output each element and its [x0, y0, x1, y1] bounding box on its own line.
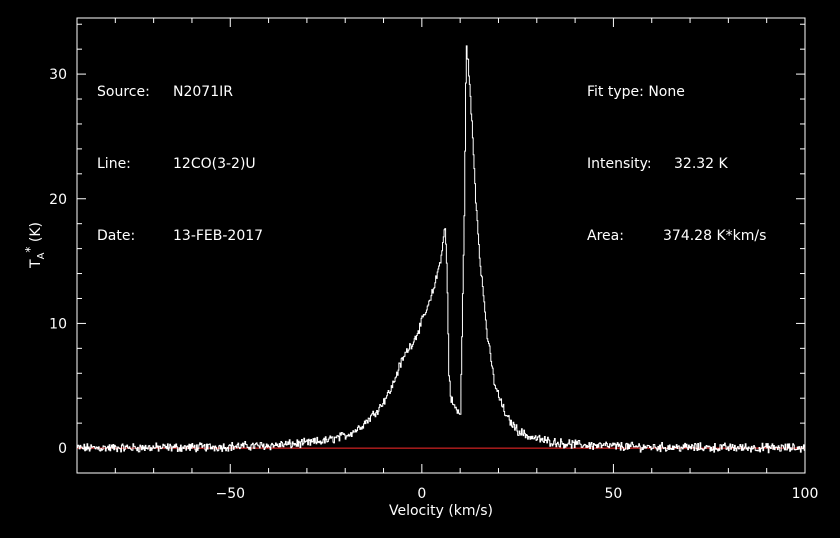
x-tick-label: 100: [792, 486, 819, 502]
source-label: Source:: [97, 84, 150, 100]
intensity-label: Intensity:: [587, 156, 652, 172]
fit-type-value: None: [648, 84, 685, 100]
spectrum-line: [77, 45, 805, 454]
plot-frame: [76, 17, 806, 474]
intensity-unit: K: [718, 156, 728, 172]
intensity-value: 32.32: [674, 156, 715, 172]
header-right: Fit type: None Intensity: 32.32 K Area: 37…: [587, 32, 766, 272]
fit-type-label: Fit type:: [587, 84, 644, 100]
area-value: 374.28: [663, 228, 712, 244]
x-tick-label: 50: [605, 486, 623, 502]
source-value: N2071IR: [173, 84, 233, 100]
x-axis-label: Velocity (km/s): [389, 503, 493, 519]
line-label: Line:: [97, 156, 131, 172]
x-tick-label: 0: [417, 486, 426, 502]
x-tick-label: −50: [215, 486, 245, 502]
line-value: 12CO(3-2)U: [173, 156, 256, 172]
axis-ticks: [76, 18, 806, 473]
y-tick-label: 20: [49, 192, 67, 208]
y-tick-label: 10: [49, 316, 67, 332]
date-label: Date:: [97, 228, 136, 244]
y-tick-label: 30: [49, 67, 67, 83]
header-left: Source: N2071IR Line: 12CO(3-2)U Date: 13-F…: [97, 32, 263, 272]
date-value: 13-FEB-2017: [173, 228, 264, 244]
y-tick-label: 0: [58, 441, 67, 457]
area-label: Area:: [587, 228, 624, 244]
area-unit: K*km/s: [716, 228, 767, 244]
axis-tick-labels: −50 0 50 100 0 10 20 30: [49, 67, 818, 502]
